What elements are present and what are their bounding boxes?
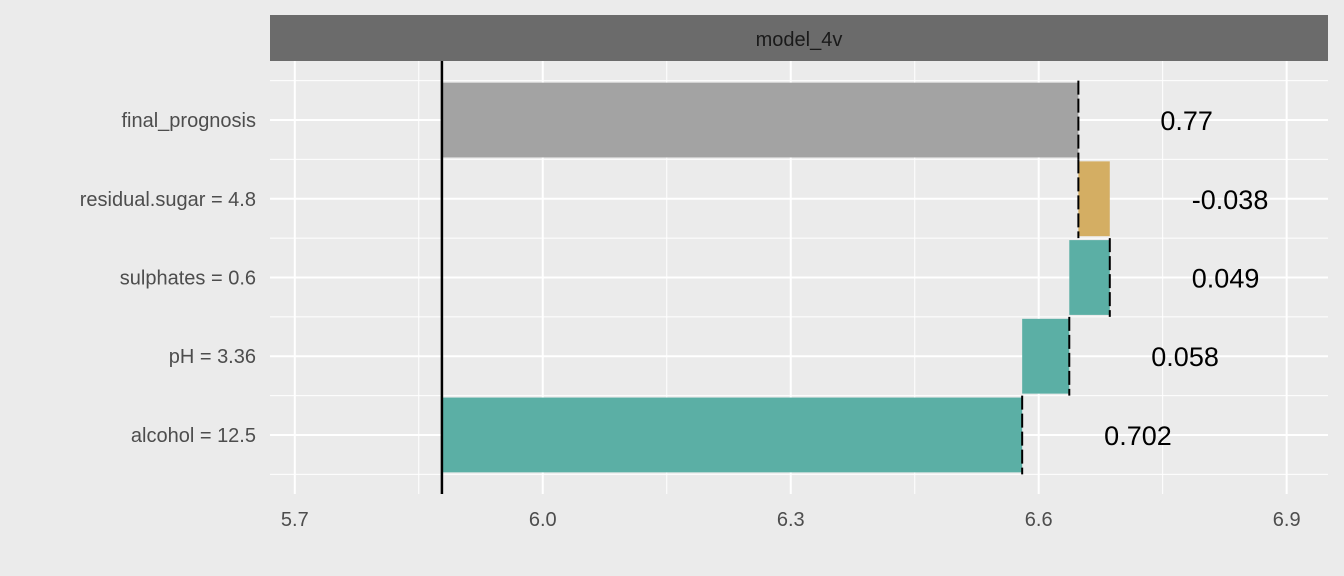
panel-title: model_4v [756, 29, 843, 51]
bar [441, 82, 1079, 158]
label-layer: 5.7 6.0 6.3 6.6 6.9 final_prognosis 0.77 residu… [80, 106, 1301, 531]
category-label: alcohol = 12.5 [131, 425, 256, 447]
category-label: final_prognosis [121, 110, 256, 132]
bar [1069, 240, 1110, 315]
panel-strip [270, 15, 1328, 61]
value-label: 0.702 [1104, 421, 1172, 451]
x-tick-label: 6.9 [1273, 509, 1301, 531]
x-tick-label: 5.7 [281, 509, 309, 531]
x-tick-label: 6.6 [1025, 509, 1053, 531]
bar [441, 397, 1023, 473]
bar [1078, 161, 1110, 237]
category-label: pH = 3.36 [169, 346, 256, 368]
value-label: 0.058 [1151, 342, 1219, 372]
x-tick-label: 6.3 [777, 509, 805, 531]
bar-layer [440, 61, 1111, 494]
category-label: residual.sugar = 4.8 [80, 189, 256, 211]
grid-layer [270, 61, 1328, 494]
value-label: 0.77 [1160, 106, 1213, 136]
bar [1022, 318, 1070, 394]
value-label: 0.049 [1192, 264, 1260, 294]
x-tick-label: 6.0 [529, 509, 557, 531]
category-label: sulphates = 0.6 [120, 268, 256, 290]
value-label: -0.038 [1192, 185, 1269, 215]
